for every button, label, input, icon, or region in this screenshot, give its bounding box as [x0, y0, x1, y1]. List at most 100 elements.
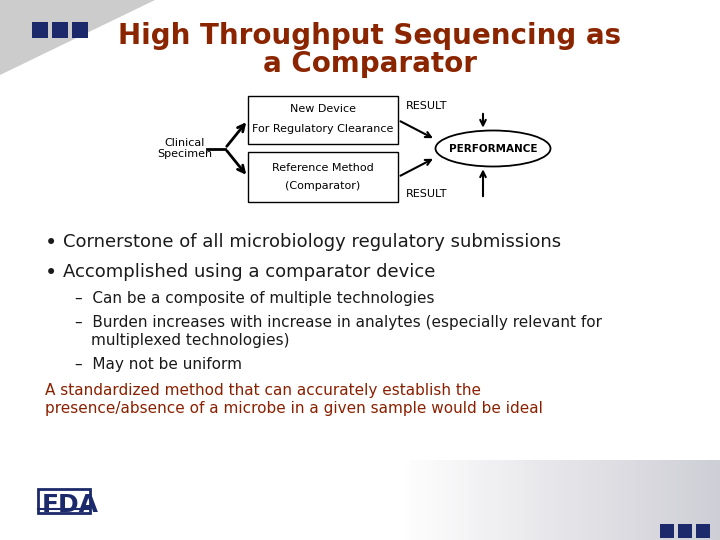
Text: PERFORMANCE: PERFORMANCE — [449, 144, 537, 153]
Text: FDA: FDA — [42, 493, 99, 517]
Text: •: • — [45, 263, 58, 283]
Text: –  Can be a composite of multiple technologies: – Can be a composite of multiple technol… — [75, 291, 434, 306]
Bar — [400, 460, 403, 540]
Text: Reference Method: Reference Method — [272, 163, 374, 173]
Bar — [536, 460, 539, 540]
Bar — [575, 460, 577, 540]
Bar — [513, 460, 516, 540]
Bar — [603, 460, 607, 540]
Bar — [691, 460, 694, 540]
Text: –  May not be uniform: – May not be uniform — [75, 357, 242, 372]
Bar — [668, 460, 672, 540]
Bar — [455, 460, 458, 540]
Bar — [529, 460, 533, 540]
Bar — [711, 460, 714, 540]
Bar — [403, 460, 407, 540]
Bar — [468, 460, 471, 540]
Bar — [423, 460, 426, 540]
Text: multiplexed technologies): multiplexed technologies) — [91, 333, 289, 348]
Bar — [487, 460, 490, 540]
Bar — [577, 460, 581, 540]
Bar — [688, 460, 691, 540]
Bar — [562, 460, 565, 540]
Bar — [407, 460, 410, 540]
Bar — [458, 460, 462, 540]
Bar — [714, 460, 717, 540]
Bar — [442, 460, 445, 540]
Bar — [571, 460, 575, 540]
Bar — [694, 460, 698, 540]
Text: A standardized method that can accurately establish the: A standardized method that can accuratel… — [45, 383, 481, 398]
Text: a Comparator: a Comparator — [263, 50, 477, 78]
FancyBboxPatch shape — [52, 22, 68, 38]
Bar — [516, 460, 520, 540]
Bar — [471, 460, 474, 540]
Text: –  Burden increases with increase in analytes (especially relevant for: – Burden increases with increase in anal… — [75, 315, 602, 330]
Bar — [629, 460, 633, 540]
Bar — [607, 460, 610, 540]
Bar — [526, 460, 529, 540]
Bar — [642, 460, 646, 540]
Text: Cornerstone of all microbiology regulatory submissions: Cornerstone of all microbiology regulato… — [63, 233, 561, 251]
Bar — [626, 460, 629, 540]
Bar — [426, 460, 429, 540]
FancyBboxPatch shape — [660, 524, 674, 538]
Text: presence/absence of a microbe in a given sample would be ideal: presence/absence of a microbe in a given… — [45, 401, 543, 416]
FancyBboxPatch shape — [696, 524, 710, 538]
Text: Accomplished using a comparator device: Accomplished using a comparator device — [63, 263, 436, 281]
Bar — [413, 460, 416, 540]
FancyBboxPatch shape — [32, 22, 48, 38]
Bar — [484, 460, 487, 540]
Bar — [672, 460, 675, 540]
Bar — [616, 460, 620, 540]
Bar — [623, 460, 626, 540]
FancyBboxPatch shape — [248, 96, 398, 144]
Text: •: • — [45, 233, 58, 253]
Bar — [559, 460, 562, 540]
Text: For Regulatory Clearance: For Regulatory Clearance — [252, 124, 394, 134]
Bar — [620, 460, 623, 540]
Text: RESULT: RESULT — [406, 189, 448, 199]
Bar — [464, 460, 468, 540]
Bar — [600, 460, 603, 540]
Bar — [588, 460, 590, 540]
Ellipse shape — [436, 131, 551, 166]
Bar — [555, 460, 559, 540]
Bar — [659, 460, 662, 540]
Bar — [549, 460, 552, 540]
Bar — [533, 460, 536, 540]
Bar — [503, 460, 507, 540]
Bar — [610, 460, 613, 540]
Bar — [449, 460, 451, 540]
Bar — [507, 460, 510, 540]
Bar — [594, 460, 597, 540]
Bar — [520, 460, 523, 540]
Bar — [707, 460, 711, 540]
Bar — [539, 460, 542, 540]
Bar — [613, 460, 616, 540]
Bar — [436, 460, 438, 540]
Text: Clinical
Specimen: Clinical Specimen — [158, 138, 212, 159]
Bar — [639, 460, 642, 540]
Bar — [432, 460, 436, 540]
Bar — [416, 460, 419, 540]
Bar — [542, 460, 546, 540]
Bar — [646, 460, 649, 540]
Bar — [429, 460, 432, 540]
Bar — [462, 460, 464, 540]
Bar — [717, 460, 720, 540]
Bar — [662, 460, 665, 540]
Bar — [438, 460, 442, 540]
FancyBboxPatch shape — [678, 524, 692, 538]
Bar — [474, 460, 477, 540]
Bar — [500, 460, 503, 540]
Bar — [597, 460, 600, 540]
Bar — [497, 460, 500, 540]
Text: New Device: New Device — [290, 104, 356, 114]
Bar — [477, 460, 481, 540]
FancyBboxPatch shape — [72, 22, 88, 38]
Bar — [633, 460, 636, 540]
Bar — [655, 460, 659, 540]
Bar — [681, 460, 685, 540]
Bar — [568, 460, 571, 540]
